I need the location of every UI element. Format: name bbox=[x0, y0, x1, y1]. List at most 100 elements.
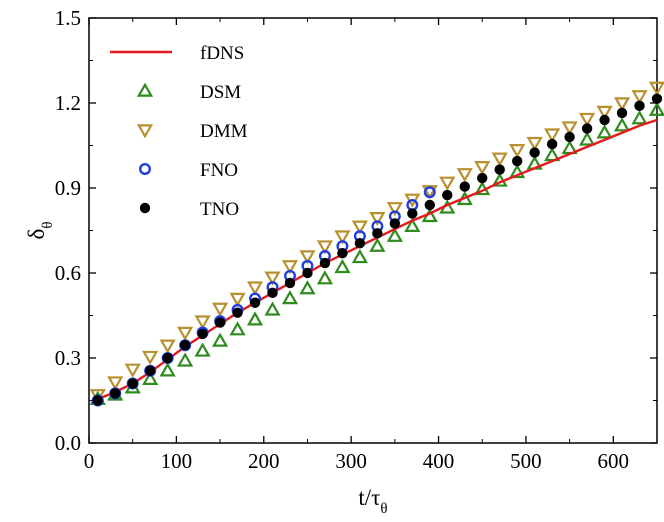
point-dsm bbox=[316, 270, 334, 285]
point-dmm bbox=[648, 81, 664, 96]
legend-item-dmm: DMM bbox=[136, 121, 248, 142]
x-tick-label: 500 bbox=[510, 449, 542, 473]
legend-swatch bbox=[138, 162, 151, 175]
point-dmm bbox=[177, 326, 194, 341]
point-tno bbox=[494, 164, 505, 175]
legend-label: FNO bbox=[200, 160, 238, 181]
x-tick-label: 600 bbox=[598, 449, 630, 473]
legend-item-dsm: DSM bbox=[136, 82, 241, 103]
point-tno bbox=[616, 107, 628, 119]
y-tick-label: 1.5 bbox=[55, 6, 81, 30]
point-tno bbox=[546, 138, 558, 150]
legend-label: DSM bbox=[200, 82, 241, 103]
point-dsm bbox=[648, 101, 664, 116]
point-dmm bbox=[142, 350, 159, 366]
point-tno bbox=[197, 328, 208, 340]
point-dmm bbox=[369, 212, 386, 227]
point-tno bbox=[92, 395, 103, 406]
point-dsm bbox=[264, 301, 281, 316]
point-tno bbox=[407, 208, 418, 219]
point-dsm bbox=[631, 110, 648, 125]
point-dsm bbox=[386, 227, 403, 242]
point-tno bbox=[581, 123, 593, 134]
point-dsm bbox=[613, 117, 631, 132]
point-dmm bbox=[264, 271, 281, 286]
point-tno bbox=[564, 131, 575, 143]
y-tick-label: 0.3 bbox=[55, 346, 81, 370]
point-tno bbox=[127, 378, 138, 389]
legend-swatch bbox=[136, 82, 154, 97]
point-dmm bbox=[159, 339, 176, 354]
point-tno bbox=[144, 365, 156, 376]
point-dsm bbox=[578, 131, 596, 146]
legend-swatch bbox=[136, 124, 154, 139]
x-tick-label: 300 bbox=[335, 449, 367, 473]
point-tno bbox=[511, 155, 523, 167]
point-dsm bbox=[246, 311, 264, 326]
point-dmm bbox=[229, 292, 246, 307]
point-tno bbox=[372, 228, 383, 239]
point-dsm bbox=[194, 342, 211, 357]
y-tick-label: 0.9 bbox=[55, 176, 81, 200]
legend-item-fno: FNO bbox=[138, 160, 238, 181]
point-dmm bbox=[578, 112, 596, 128]
plot-frame bbox=[88, 17, 658, 444]
point-tno bbox=[459, 181, 470, 192]
point-tno bbox=[267, 287, 278, 299]
point-dmm bbox=[194, 315, 211, 330]
point-dmm bbox=[544, 128, 561, 143]
point-dsm bbox=[281, 290, 299, 305]
point-tno bbox=[179, 340, 191, 351]
series-fdns bbox=[97, 118, 658, 401]
plot-area bbox=[88, 17, 658, 444]
point-dmm bbox=[124, 363, 141, 378]
point-dmm bbox=[281, 260, 299, 275]
point-dsm bbox=[211, 332, 229, 347]
legend-item-fdns: fDNS bbox=[110, 43, 244, 64]
point-tno bbox=[284, 277, 296, 289]
point-tno bbox=[214, 317, 226, 328]
legend: fDNS DSM DMM FNO TNO bbox=[110, 43, 248, 220]
point-dmm bbox=[509, 144, 526, 159]
point-dmm bbox=[299, 250, 316, 265]
line-fdns bbox=[97, 118, 658, 401]
y-tick-label: 0.6 bbox=[55, 261, 81, 285]
point-dsm bbox=[509, 163, 526, 179]
point-dsm bbox=[404, 217, 421, 232]
point-dsm bbox=[369, 237, 386, 252]
legend-label: DMM bbox=[200, 121, 248, 142]
point-dmm bbox=[316, 240, 334, 255]
point-dmm bbox=[474, 161, 491, 176]
point-tno bbox=[651, 93, 663, 104]
point-tno bbox=[249, 297, 261, 308]
point-tno bbox=[319, 257, 331, 269]
point-tno bbox=[302, 267, 313, 279]
point-dmm bbox=[334, 230, 351, 245]
point-tno bbox=[599, 114, 610, 126]
point-fno bbox=[423, 186, 436, 199]
point-dsm bbox=[351, 248, 368, 264]
point-dsm bbox=[142, 370, 159, 385]
point-dsm bbox=[159, 362, 176, 377]
point-dmm bbox=[613, 97, 631, 112]
point-dmm bbox=[211, 302, 229, 317]
x-tick-label: 400 bbox=[423, 449, 455, 473]
point-tno bbox=[354, 238, 366, 249]
x-axis-label: t/τθ bbox=[358, 485, 387, 517]
y-tick-label: 0.0 bbox=[55, 431, 81, 455]
point-tno bbox=[424, 199, 435, 211]
point-dmm bbox=[491, 152, 508, 167]
series-dsm bbox=[89, 101, 664, 405]
point-tno bbox=[529, 147, 540, 158]
point-dmm bbox=[596, 105, 613, 120]
point-tno bbox=[110, 388, 121, 399]
point-dmm bbox=[561, 121, 578, 136]
point-tno bbox=[634, 100, 645, 112]
point-tno bbox=[442, 189, 453, 201]
x-tick-label: 200 bbox=[248, 449, 280, 473]
y-axis-label: δθ bbox=[24, 221, 56, 239]
point-dsm bbox=[299, 280, 316, 295]
point-dmm bbox=[246, 281, 264, 296]
point-dmm bbox=[107, 376, 124, 391]
